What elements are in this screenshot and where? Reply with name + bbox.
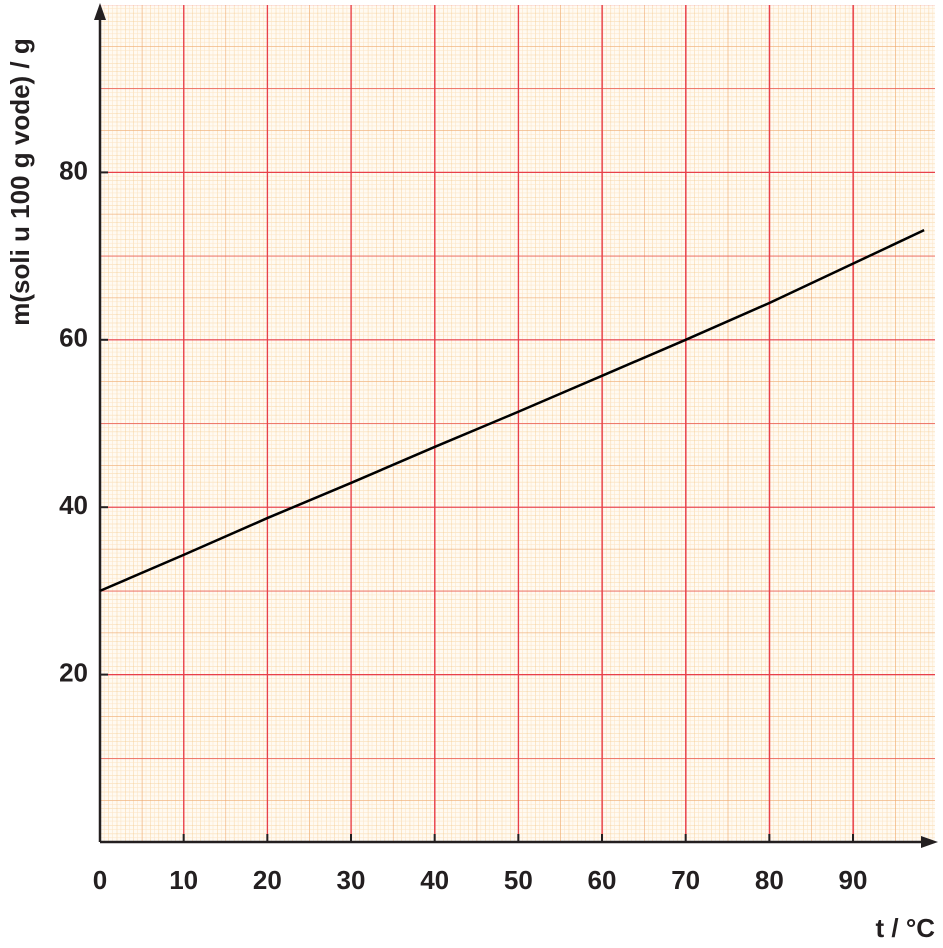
y-axis-arrow	[94, 3, 106, 20]
graph-paper	[100, 5, 935, 842]
y-tick-label: 80	[59, 155, 88, 185]
y-tick-label: 40	[59, 490, 88, 520]
x-tick-label: 60	[588, 865, 617, 895]
x-axis-title: t / °C	[875, 913, 935, 943]
x-tick-label: 90	[839, 865, 868, 895]
x-tick-label: 80	[755, 865, 784, 895]
x-tick-label: 40	[420, 865, 449, 895]
y-tick-label: 60	[59, 323, 88, 353]
y-tick-label: 20	[59, 657, 88, 687]
x-axis-arrow	[921, 836, 938, 848]
x-tick-label: 20	[253, 865, 282, 895]
x-tick-label: 50	[504, 865, 533, 895]
x-tick-label: 30	[337, 865, 366, 895]
y-axis-title: m(soli u 100 g vode) / g	[5, 38, 35, 326]
data-line	[99, 229, 925, 593]
x-tick-label: 70	[671, 865, 700, 895]
x-tick-label: 0	[93, 865, 107, 895]
x-tick-label: 10	[169, 865, 198, 895]
